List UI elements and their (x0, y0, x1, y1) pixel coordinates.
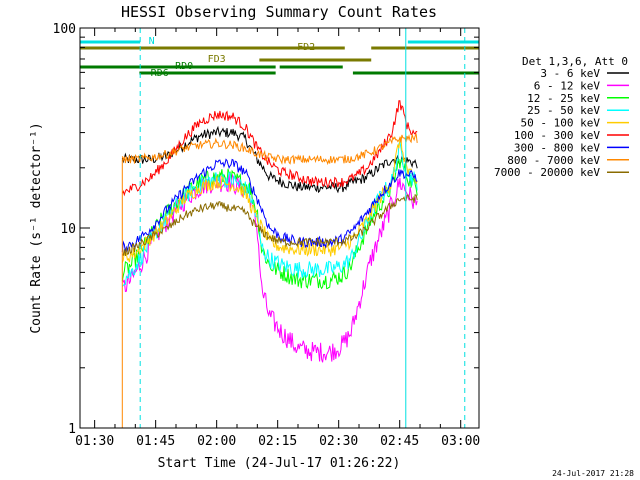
status-bar-label-rd0: RD0 (175, 61, 193, 72)
y-tick-label: 10 (60, 222, 76, 237)
status-bar-label-n: N (149, 36, 155, 47)
status-bar-label-fd2: FD2 (297, 42, 315, 53)
series-line-5 (121, 100, 418, 197)
footer-timestamp: 24-Jul-2017 21:28 (552, 469, 634, 478)
legend-entry-label: 300 - 800 keV (514, 141, 600, 154)
y-tick-label: 100 (53, 22, 76, 37)
y-tick-label: 1 (68, 422, 76, 437)
status-bar-label-rd6: RD6 (151, 68, 169, 79)
legend-entry-label: 25 - 50 keV (527, 104, 600, 117)
legend-entry-label: 7000 - 20000 keV (494, 166, 600, 179)
legend-entry-label: 6 - 12 keV (534, 79, 601, 92)
x-tick-label: 01:45 (136, 434, 175, 449)
x-axis-label: Start Time (24-Jul-17 01:26:22) (158, 456, 401, 471)
x-tick-label: 03:00 (441, 434, 480, 449)
legend-header: Det 1,3,6, Att 0 (522, 55, 628, 68)
series-line-8 (122, 194, 418, 256)
legend-entry-label: 50 - 100 keV (521, 117, 601, 130)
legend-entry-label: 12 - 25 keV (527, 92, 600, 105)
y-axis-label: Count Rate (s⁻¹ detector⁻¹) (29, 122, 44, 333)
x-tick-label: 02:15 (258, 434, 297, 449)
series-line-6 (121, 158, 418, 253)
legend-entry-label: 3 - 6 keV (540, 67, 600, 80)
x-tick-label: 02:30 (319, 434, 358, 449)
status-bar-layer: N FD2 FD3 RD0 RD6 (80, 36, 479, 79)
legend-entry-label: 100 - 300 keV (514, 129, 600, 142)
x-axis: 01:30 01:45 02:00 02:15 02:30 02:45 03:00 (75, 28, 480, 449)
x-tick-label: 01:30 (75, 434, 114, 449)
x-tick-label: 02:45 (380, 434, 419, 449)
chart-title: HESSI Observing Summary Count Rates (121, 3, 437, 21)
series-layer (121, 100, 418, 428)
series-line-4 (121, 136, 418, 263)
x-tick-label: 02:00 (197, 434, 236, 449)
series-line-7 (121, 132, 418, 166)
y-axis: 1 10 100 (53, 22, 479, 437)
legend-entry-label: 800 - 7000 keV (507, 154, 600, 167)
status-bar-label-fd3: FD3 (208, 54, 226, 65)
